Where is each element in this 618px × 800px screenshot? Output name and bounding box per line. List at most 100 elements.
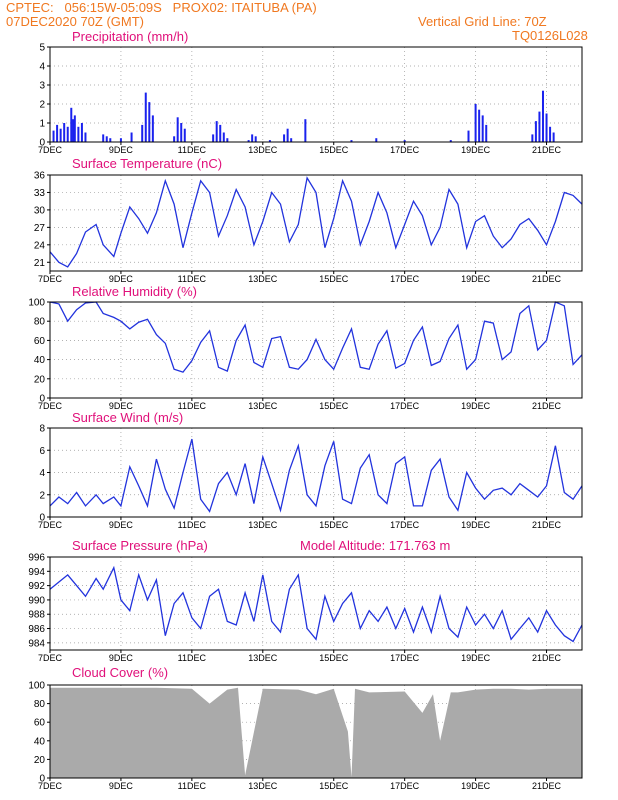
x-tick-label: 11DEC bbox=[178, 653, 207, 663]
precip-bar bbox=[141, 124, 144, 142]
x-tick-label: 13DEC bbox=[248, 653, 278, 663]
x-tick-label: 7DEC bbox=[38, 520, 63, 530]
precip-bar bbox=[549, 126, 552, 142]
precip-bar bbox=[219, 124, 222, 142]
precip-bar bbox=[538, 111, 541, 142]
y-tick-label: 60 bbox=[34, 718, 46, 729]
x-tick-label: 11DEC bbox=[178, 781, 207, 791]
y-tick-label: 0 bbox=[39, 394, 45, 405]
panel-precip: Precipitation (mm/h) 0 1 2 3 4 5 7DEC 9DEC 11DEC 1… bbox=[38, 29, 583, 155]
y-tick-label: 100 bbox=[28, 298, 45, 309]
x-tick-label: 19DEC bbox=[461, 274, 491, 284]
y-tick-label: 33 bbox=[34, 188, 46, 199]
precip-bar bbox=[552, 132, 555, 142]
y-tick-label: 988 bbox=[28, 610, 45, 621]
y-tick-label: 20 bbox=[34, 374, 46, 385]
panel-frame bbox=[49, 684, 583, 779]
precip-bar bbox=[403, 140, 406, 142]
x-tick-label: 13DEC bbox=[248, 781, 278, 791]
x-tick-label: 7DEC bbox=[38, 653, 63, 663]
precip-bar bbox=[52, 130, 55, 142]
y-tick-label: 40 bbox=[34, 736, 46, 747]
x-tick-label: 15DEC bbox=[319, 145, 349, 155]
panel-wind: Surface Wind (m/s) 0 2 4 6 8 7DEC 9DEC 11DEC 13DE… bbox=[38, 410, 583, 530]
x-tick-label: 7DEC bbox=[38, 145, 63, 155]
x-tick-label: 21DEC bbox=[532, 274, 562, 284]
y-tick-label: 984 bbox=[28, 638, 45, 649]
precip-bar bbox=[109, 138, 112, 142]
y-tick-label: 36 bbox=[34, 171, 46, 182]
precip-bar bbox=[73, 115, 76, 142]
x-tick-label: 15DEC bbox=[319, 520, 349, 530]
precip-bar bbox=[173, 136, 176, 142]
precip-bar bbox=[144, 92, 147, 142]
precip-bar bbox=[247, 140, 250, 142]
precip-bar bbox=[268, 140, 271, 142]
precip-bar bbox=[254, 136, 257, 142]
precip-bar bbox=[478, 109, 481, 142]
panel-title: Relative Humidity (%) bbox=[72, 284, 197, 299]
precip-bar bbox=[77, 126, 80, 142]
x-tick-label: 21DEC bbox=[532, 520, 562, 530]
y-tick-label: 1 bbox=[39, 119, 45, 130]
precip-bar bbox=[59, 128, 62, 142]
y-tick-label: 80 bbox=[34, 699, 46, 710]
precip-bar bbox=[251, 134, 254, 142]
y-tick-label: 0 bbox=[39, 513, 45, 524]
precip-bar bbox=[80, 123, 83, 142]
y-tick-label: 4 bbox=[39, 468, 45, 479]
y-tick-label: 3 bbox=[39, 81, 45, 92]
y-tick-label: 0 bbox=[39, 138, 45, 149]
x-tick-label: 19DEC bbox=[461, 653, 491, 663]
x-tick-label: 21DEC bbox=[532, 401, 562, 411]
header-date: 07DEC2020 70Z (GMT) bbox=[6, 14, 144, 29]
precip-bar bbox=[180, 123, 183, 142]
precip-bar bbox=[467, 130, 470, 142]
x-tick-label: 21DEC bbox=[532, 653, 562, 663]
precip-bar bbox=[449, 140, 452, 142]
y-tick-label: 990 bbox=[28, 595, 45, 606]
header-run-id: TQ0126L028 bbox=[512, 28, 588, 43]
y-tick-label: 992 bbox=[28, 581, 45, 592]
x-tick-label: 9DEC bbox=[109, 401, 134, 411]
precip-bar bbox=[56, 124, 59, 142]
panel-rh: Relative Humidity (%) 0 20 40 60 80 100 7DEC 9DE… bbox=[28, 284, 583, 411]
x-tick-label: 9DEC bbox=[109, 274, 134, 284]
precip-bar bbox=[176, 117, 179, 142]
precip-bar bbox=[222, 132, 225, 142]
precip-bar bbox=[304, 119, 307, 142]
panel-frame bbox=[49, 301, 583, 399]
panel-title: Surface Temperature (nC) bbox=[72, 156, 222, 171]
x-tick-label: 17DEC bbox=[390, 520, 420, 530]
x-tick-label: 11DEC bbox=[178, 401, 207, 411]
precip-bar bbox=[84, 132, 87, 142]
precip-bar bbox=[534, 121, 537, 142]
x-tick-label: 19DEC bbox=[461, 520, 491, 530]
y-tick-label: 60 bbox=[34, 336, 46, 347]
precip-bar bbox=[148, 102, 151, 142]
temp-line bbox=[49, 176, 583, 268]
precip-bar bbox=[63, 123, 66, 142]
y-tick-label: 4 bbox=[39, 62, 45, 73]
y-tick-label: 80 bbox=[34, 317, 46, 328]
y-tick-label: 21 bbox=[34, 258, 46, 269]
cloud-area bbox=[50, 687, 582, 778]
header-line1: CPTEC: 056:15W-05:09S PROX02: ITAITUBA (… bbox=[6, 0, 317, 15]
panel-frame bbox=[49, 556, 583, 651]
precip-bar bbox=[545, 113, 548, 142]
precip-bar bbox=[130, 132, 133, 142]
precip-bar bbox=[105, 136, 108, 142]
panel-title: Precipitation (mm/h) bbox=[72, 29, 188, 44]
precip-bar bbox=[183, 128, 186, 142]
x-tick-label: 15DEC bbox=[319, 653, 349, 663]
x-tick-label: 7DEC bbox=[38, 401, 63, 411]
panel-frame bbox=[49, 46, 583, 143]
y-tick-label: 100 bbox=[28, 681, 45, 692]
x-tick-label: 9DEC bbox=[109, 781, 134, 791]
x-tick-label: 13DEC bbox=[248, 520, 278, 530]
x-tick-label: 9DEC bbox=[109, 653, 134, 663]
y-tick-label: 24 bbox=[34, 240, 46, 251]
precip-bar bbox=[72, 119, 75, 142]
panel-cloud: Cloud Cover (%) 0 20 40 60 80 100 7DEC 9DEC 11DEC… bbox=[28, 665, 583, 791]
precip-bar bbox=[283, 134, 286, 142]
